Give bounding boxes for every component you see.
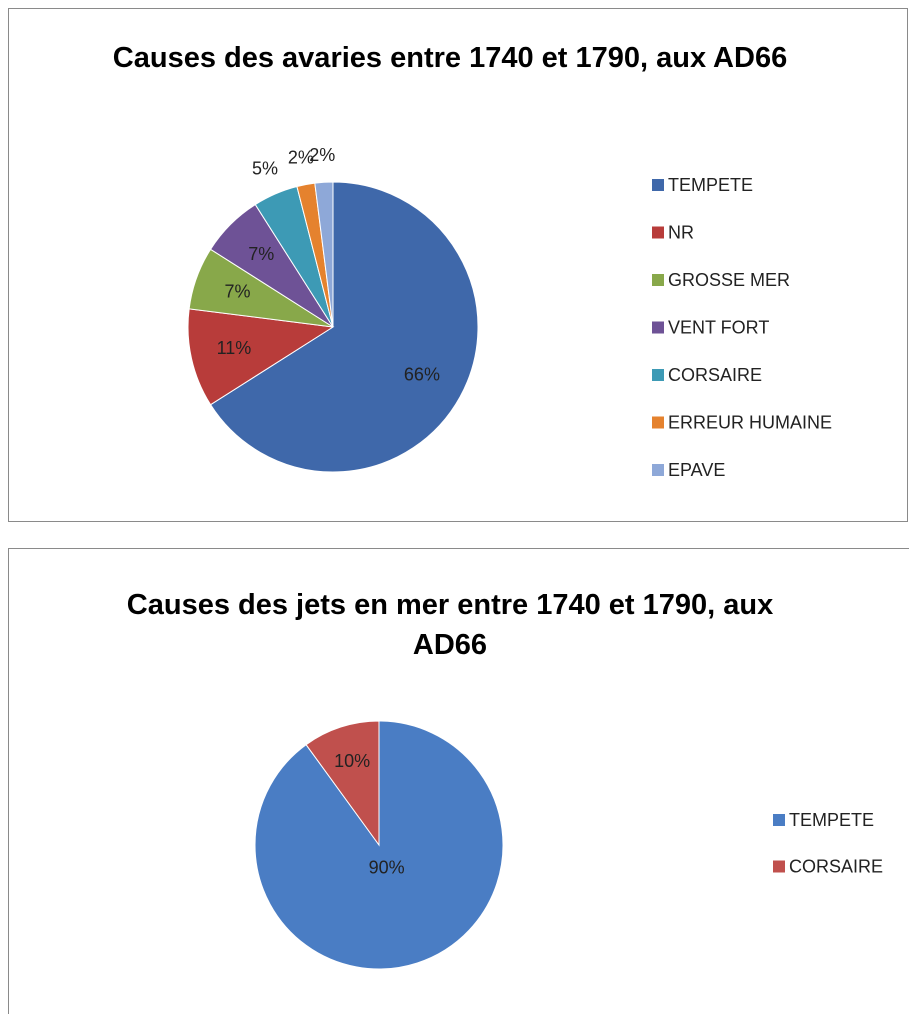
chart-title: Causes des jets en mer entre 1740 et 179… xyxy=(126,589,774,661)
legend-label: CORSAIRE xyxy=(789,856,883,876)
data-label: 5% xyxy=(252,159,278,179)
pie-slice xyxy=(187,308,335,406)
legend-label: ERREUR HUMAINE xyxy=(668,412,832,432)
legend-swatch xyxy=(652,321,664,334)
data-label: 10% xyxy=(334,751,370,771)
legend-swatch xyxy=(652,369,664,381)
chart-title: Causes des avaries entre 1740 et 1790, a… xyxy=(112,42,788,74)
legend-swatch xyxy=(652,226,664,239)
data-label: 11% xyxy=(217,338,252,358)
data-label: 90% xyxy=(369,857,405,877)
legend-label: TEMPETE xyxy=(789,810,874,830)
data-label: 66% xyxy=(404,365,440,385)
legend-swatch xyxy=(773,814,785,826)
legend-label: NR xyxy=(668,222,694,242)
legend-label: GROSSE MER xyxy=(668,270,790,290)
legend-label: TEMPETE xyxy=(668,175,753,195)
legend-swatch xyxy=(773,860,785,873)
data-label: 7% xyxy=(224,281,250,301)
pie-slice xyxy=(209,181,479,473)
data-label: 2% xyxy=(288,148,314,168)
legend-label: EPAVE xyxy=(668,460,725,480)
legend-label: CORSAIRE xyxy=(668,365,762,385)
data-label: 2% xyxy=(309,145,335,165)
pie-slice xyxy=(314,181,334,328)
pie-slice xyxy=(305,720,380,847)
legend-label: VENT FORT xyxy=(668,317,769,337)
data-label: 7% xyxy=(248,244,274,264)
legend-swatch xyxy=(652,416,664,429)
legend-swatch xyxy=(652,464,664,476)
legend-swatch xyxy=(652,179,664,191)
legend-swatch xyxy=(652,274,664,286)
